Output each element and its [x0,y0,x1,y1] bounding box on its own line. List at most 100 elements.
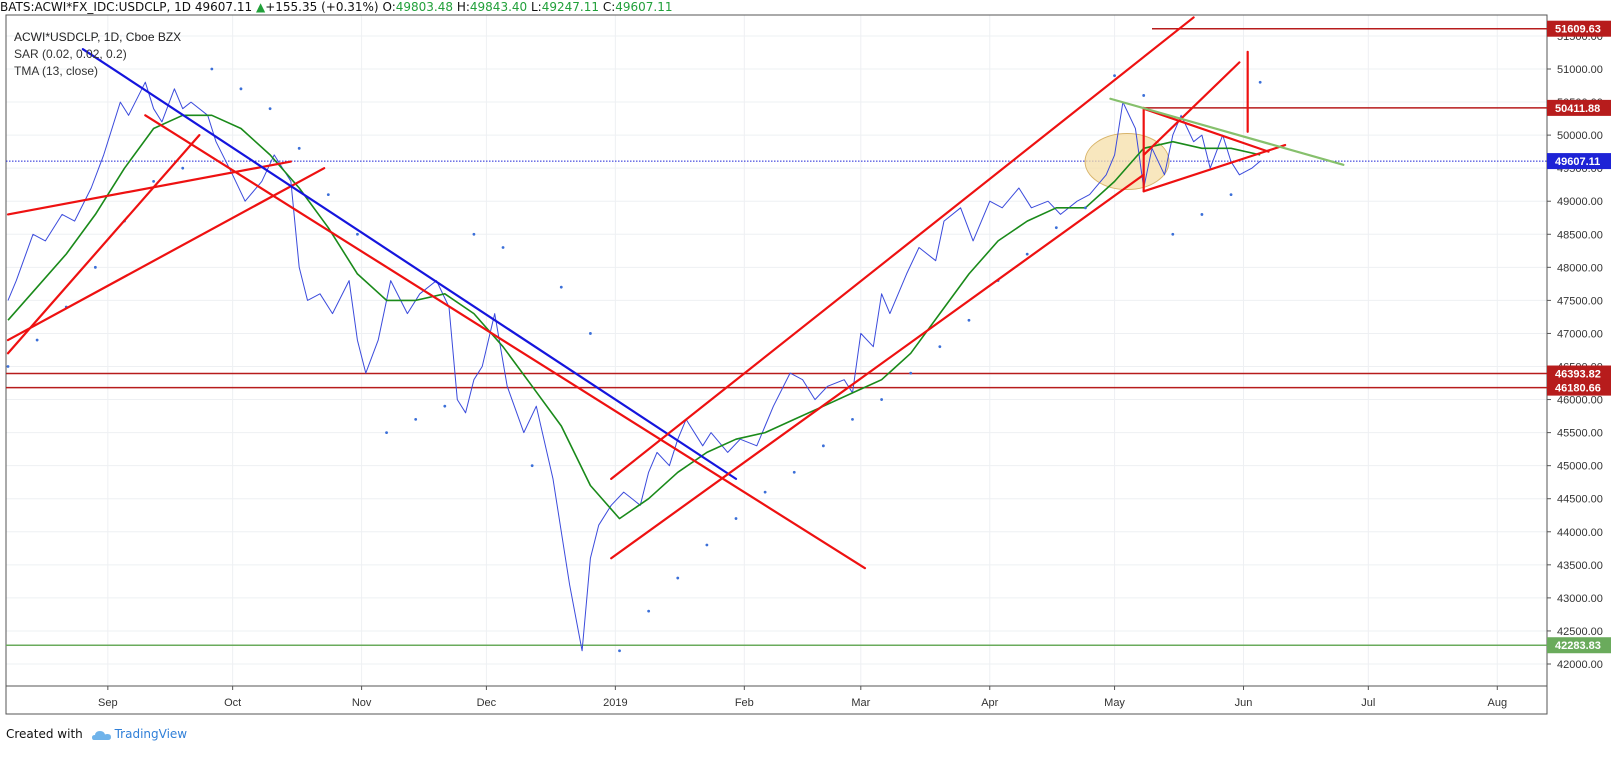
legend-sar: SAR (0.02, 0.02, 0.2) [14,47,127,61]
sar-point [385,431,388,435]
x-tick-label: Dec [477,697,497,709]
symbol-name[interactable]: BATS:ACWI*FX_IDC:USDCLP, 1D [0,0,192,14]
y-tick-label: 48000.00 [1557,262,1603,274]
footer-attribution: Created with TradingView [6,725,187,743]
sar-point [1113,74,1116,78]
sar-point [1142,94,1146,97]
y-tick-label: 45500.00 [1557,428,1603,440]
sar-point [589,332,592,335]
level-price-tag [1547,99,1611,116]
tradingview-cloud-icon [91,730,111,740]
x-tick-label: Mar [851,697,870,709]
sar-point [326,193,330,197]
y-tick-label: 49000.00 [1557,196,1603,208]
legend-tma: TMA (13, close) [14,64,98,78]
level-price-label: 49607.11 [1555,156,1600,168]
sar-point [676,576,680,580]
y-tick-label: 43000.00 [1557,593,1603,605]
sar-point [1084,206,1087,210]
x-tick-label: Aug [1487,697,1507,709]
sar-point [414,417,418,421]
trendline [6,167,326,342]
y-tick-label: 44000.00 [1557,527,1603,539]
level-price-tag [1547,20,1611,37]
sar-point [181,166,185,170]
high-value: 49843.40 [469,0,528,14]
trendline [144,114,867,570]
low-label: L: [531,0,542,14]
level-price-tag [1547,153,1611,170]
trendline [610,173,1145,560]
last-price: 49607.11 [194,0,253,14]
price-change: +155.35 (+0.31%) [265,0,379,14]
sar-point [1054,226,1058,230]
trendline [6,134,201,355]
created-with-label: Created with [6,727,83,741]
x-tick-label: May [1104,697,1125,709]
sar-point [356,232,359,236]
y-tick-label: 43500.00 [1557,560,1603,572]
trendline-layer [6,16,1345,570]
sar-point [851,417,854,421]
y-tick-label: 48500.00 [1557,229,1603,241]
sar-point [1229,193,1233,197]
level-price-label: 46180.66 [1555,383,1601,395]
close-label: C: [602,0,616,14]
x-tick-label: Oct [224,697,241,709]
y-tick-label: 42000.00 [1557,659,1603,671]
trendline [1142,143,1287,193]
sar-point [880,398,883,401]
sar-point [152,179,156,183]
y-tick-label: 45000.00 [1557,461,1603,473]
sar-point [239,87,243,91]
tradingview-link[interactable]: TradingView [114,727,188,741]
level-price-label: 51609.63 [1555,24,1601,36]
level-price-tag [1547,637,1611,654]
plot-frame [5,14,1548,715]
symbol-header: BATS:ACWI*FX_IDC:USDCLP, 1D 49607.11 ▲+1… [0,0,1615,14]
sar-point [210,67,214,71]
sar-point [909,371,913,375]
time-axis: Sep Oct Nov Dec 2019 Feb Mar Apr May Jun Jul Aug [98,686,1507,709]
x-tick-label: Sep [98,697,118,709]
y-tick-label: 44500.00 [1557,494,1603,506]
high-label: H: [456,0,470,14]
up-arrow-icon: ▲ [255,0,266,14]
chart-legend: ACWI*USDCLP, 1D, Cboe BZX SAR (0.02, 0.0… [14,30,181,78]
sar-point [763,490,767,494]
sar-point [938,345,942,349]
sar-point [792,470,796,474]
x-tick-label: Jul [1361,697,1375,709]
trendline [1142,107,1270,153]
level-price-tag [1547,379,1611,396]
sar-point [734,517,738,520]
sar-point [35,338,39,342]
chart-grid [6,15,1547,686]
sar-point [501,246,505,249]
x-tick-label: 2019 [603,697,627,709]
sar-point [1025,252,1029,256]
sar-point [297,146,301,150]
price-axis: 42000.00 42500.00 43000.00 43500.00 44000.00… [1547,20,1611,671]
trendline [1109,97,1345,166]
legend-title: ACWI*USDCLP, 1D, Cboe BZX [14,30,181,44]
x-tick-label: Apr [981,697,998,709]
sar-point [1171,232,1175,236]
sar-point [93,265,97,269]
y-tick-label: 42500.00 [1557,626,1603,638]
level-price-label: 46393.82 [1555,369,1601,381]
sar-point [1200,213,1204,216]
price-series-line [7,81,1261,652]
open-value: 49803.48 [395,0,453,14]
tma-series-line [7,114,1261,520]
level-price-label: 42283.83 [1555,640,1601,652]
sar-point [6,365,10,368]
trendline [6,160,292,216]
x-tick-label: Nov [352,697,372,709]
y-tick-label: 51000.00 [1557,64,1603,76]
level-price-tag [1547,365,1611,382]
sar-point [821,444,825,448]
sar-point [647,609,651,613]
x-tick-label: Jun [1235,697,1253,709]
